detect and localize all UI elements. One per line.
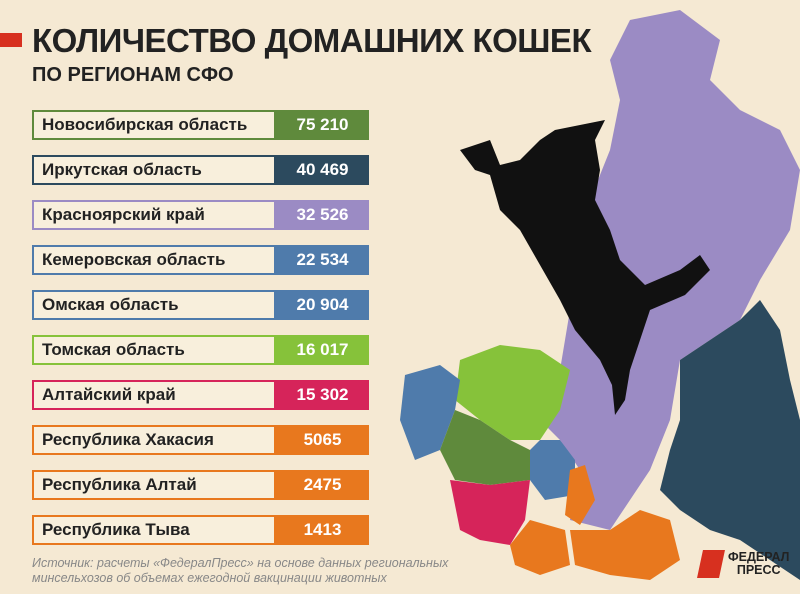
region-value: 5065 [276,425,369,455]
region-row: Республика Тыва 1413 [32,515,369,545]
region-label: Иркутская область [32,155,276,185]
federalpress-logo: ФЕДЕРАЛ ПРЕСС [697,550,790,578]
region-label: Республика Тыва [32,515,276,545]
region-value: 2475 [276,470,369,500]
region-label: Новосибирская область [32,110,276,140]
logo-mark-icon [697,550,725,578]
region-row: Красноярский край 32 526 [32,200,369,230]
sfo-map [400,10,800,580]
region-value: 32 526 [276,200,369,230]
map-khakasia [565,465,595,525]
title-marker [0,33,22,47]
map-krasnoyarsk [540,10,800,530]
region-value: 15 302 [276,380,369,410]
page-title: КОЛИЧЕСТВО ДОМАШНИХ КОШЕК [32,22,592,59]
region-row: Новосибирская область 75 210 [32,110,369,140]
region-label: Красноярский край [32,200,276,230]
region-label: Кемеровская область [32,245,276,275]
page-subtitle: ПО РЕГИОНАМ СФО [32,64,234,86]
region-row: Томская область 16 017 [32,335,369,365]
region-label: Томская область [32,335,276,365]
region-value: 16 017 [276,335,369,365]
map-irkutsk [660,300,800,580]
region-row: Иркутская область 40 469 [32,155,369,185]
region-value: 22 534 [276,245,369,275]
region-label: Омская область [32,290,276,320]
region-value: 1413 [276,515,369,545]
logo-line-1: ФЕДЕРАЛ [728,550,790,564]
map-tomsk [455,345,570,440]
source-line-2: минсельхозов об объемах ежегодной вакцин… [32,571,387,585]
map-altai-rep [510,520,570,575]
region-label: Алтайский край [32,380,276,410]
map-tyva [570,510,680,580]
region-row: Омская область 20 904 [32,290,369,320]
map-omsk [400,365,460,460]
region-row: Республика Алтай 2475 [32,470,369,500]
source-note: Источник: расчеты «ФедералПресс» на осно… [32,556,492,586]
region-row: Республика Хакасия 5065 [32,425,369,455]
region-value: 40 469 [276,155,369,185]
map-novosibirsk [440,410,530,485]
map-altai-krai [450,480,530,545]
logo-line-2: ПРЕСС [736,563,781,577]
source-line-1: Источник: расчеты «ФедералПресс» на осно… [32,556,449,570]
region-label: Республика Алтай [32,470,276,500]
cat-silhouette [460,120,710,415]
region-row: Алтайский край 15 302 [32,380,369,410]
region-row: Кемеровская область 22 534 [32,245,369,275]
region-value: 20 904 [276,290,369,320]
region-label: Республика Хакасия [32,425,276,455]
map-kemerovo [530,440,575,500]
region-value: 75 210 [276,110,369,140]
